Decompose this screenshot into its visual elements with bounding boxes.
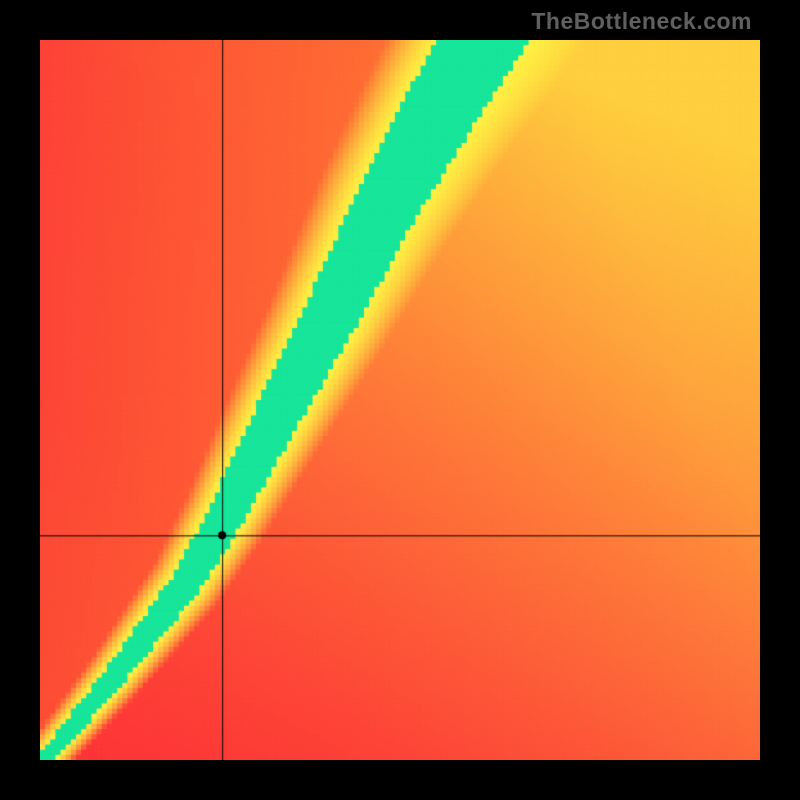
watermark-text: TheBottleneck.com: [531, 8, 752, 35]
chart-container: TheBottleneck.com: [0, 0, 800, 800]
bottleneck-heatmap: [40, 40, 760, 760]
